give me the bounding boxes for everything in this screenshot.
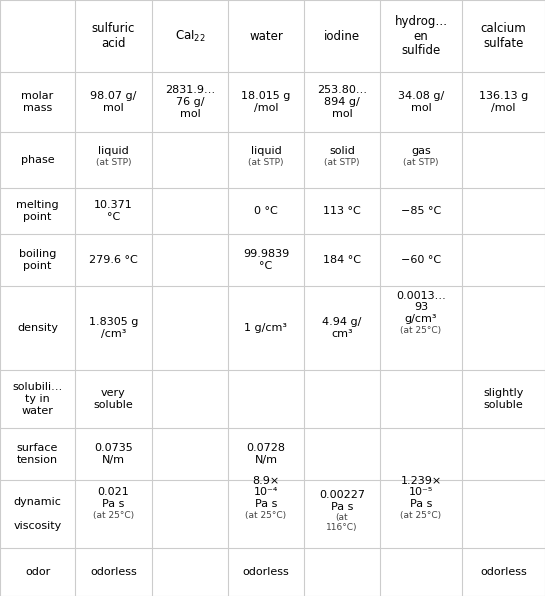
Text: 34.08 g/
mol: 34.08 g/ mol [398,91,444,113]
Text: melting
point: melting point [16,200,59,222]
Text: boiling
point: boiling point [19,249,56,271]
Text: 99.9839
°C: 99.9839 °C [243,249,289,271]
Text: 4.94 g/
cm³: 4.94 g/ cm³ [322,317,362,339]
Text: 1.239×
10⁻⁵
Pa s: 1.239× 10⁻⁵ Pa s [401,476,441,509]
Text: 2831.9…
76 g/
mol: 2831.9… 76 g/ mol [165,85,215,119]
Text: hydrog…
en
sulfide: hydrog… en sulfide [395,14,447,57]
Text: (at 25°C): (at 25°C) [401,326,441,335]
Text: solubili…
ty in
water: solubili… ty in water [13,383,63,415]
Text: 0.0735
N/m: 0.0735 N/m [94,443,133,465]
Text: 8.9×
10⁻⁴
Pa s: 8.9× 10⁻⁴ Pa s [252,476,280,509]
Text: odorless: odorless [90,567,137,577]
Text: 98.07 g/
mol: 98.07 g/ mol [90,91,137,113]
Text: surface
tension: surface tension [17,443,58,465]
Text: 1 g/cm³: 1 g/cm³ [245,323,288,333]
Text: sulfuric
acid: sulfuric acid [92,22,135,50]
Text: (at 25°C): (at 25°C) [93,511,134,520]
Text: phase: phase [21,155,55,165]
Text: odor: odor [25,567,50,577]
Text: CaI$_{22}$: CaI$_{22}$ [174,29,205,44]
Text: −85 °C: −85 °C [401,206,441,216]
Text: 0.021
Pa s: 0.021 Pa s [98,488,129,509]
Text: 0 °C: 0 °C [254,206,278,216]
Text: (at 25°C): (at 25°C) [245,511,287,520]
Text: density: density [17,323,58,333]
Text: iodine: iodine [324,29,360,42]
Text: 10.371
°C: 10.371 °C [94,200,133,222]
Text: 253.80…
894 g/
mol: 253.80… 894 g/ mol [317,85,367,119]
Text: (at STP): (at STP) [403,158,439,167]
Text: dynamic

viscosity: dynamic viscosity [14,498,62,530]
Text: odorless: odorless [480,567,527,577]
Text: 1.8305 g
/cm³: 1.8305 g /cm³ [89,317,138,339]
Text: 279.6 °C: 279.6 °C [89,255,138,265]
Text: (at STP): (at STP) [324,158,360,167]
Text: 0.0728
N/m: 0.0728 N/m [246,443,286,465]
Text: (at 25°C): (at 25°C) [401,511,441,520]
Text: 113 °C: 113 °C [323,206,361,216]
Text: (at STP): (at STP) [249,158,284,167]
Text: molar
mass: molar mass [21,91,53,113]
Text: (at STP): (at STP) [96,158,131,167]
Text: calcium
sulfate: calcium sulfate [481,22,526,50]
Text: water: water [249,29,283,42]
Text: 136.13 g
/mol: 136.13 g /mol [479,91,528,113]
Text: very
soluble: very soluble [94,388,134,410]
Text: 0.0013…
93
g/cm³: 0.0013… 93 g/cm³ [396,291,446,324]
Text: liquid: liquid [98,146,129,156]
Text: 0.00227
Pa s: 0.00227 Pa s [319,491,365,512]
Text: odorless: odorless [243,567,289,577]
Text: gas: gas [411,146,431,156]
Text: 184 °C: 184 °C [323,255,361,265]
Text: 18.015 g
/mol: 18.015 g /mol [241,91,290,113]
Text: liquid: liquid [251,146,281,156]
Text: solid: solid [329,146,355,156]
Text: −60 °C: −60 °C [401,255,441,265]
Text: (at
116°C): (at 116°C) [326,513,358,532]
Text: slightly
soluble: slightly soluble [483,388,524,410]
